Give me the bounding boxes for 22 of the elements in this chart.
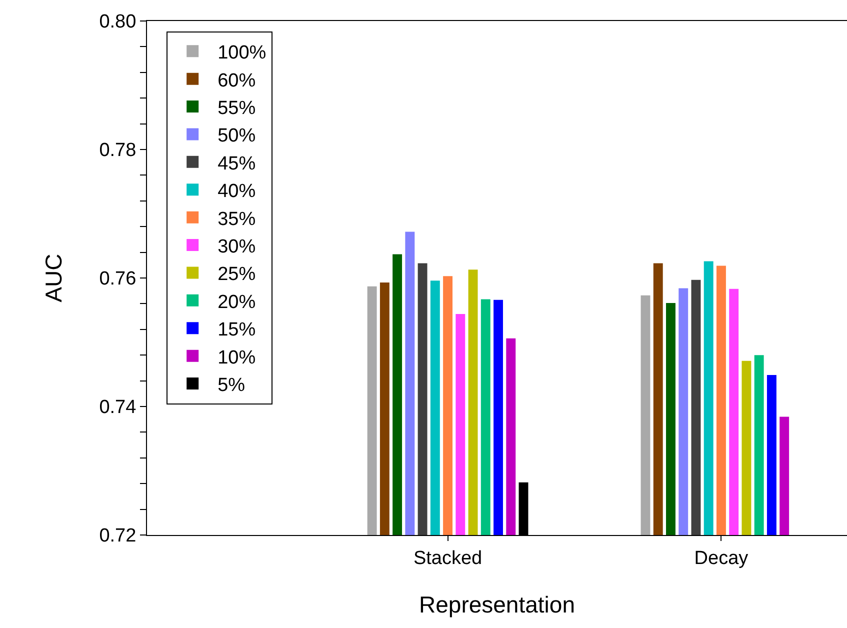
y-tick-label: 0.72 [99, 526, 136, 547]
legend-label: 5% [218, 374, 246, 396]
x-tick-label: Decay [694, 548, 749, 569]
y-tick-label: 0.74 [99, 397, 137, 418]
x-tick-label: Stacked [413, 548, 482, 569]
y-tick-label: 0.80 [99, 12, 136, 33]
legend-label: 50% [218, 126, 256, 147]
legend-label: 60% [218, 70, 256, 92]
x-axis-title: Representation [419, 591, 575, 618]
legend-label: 40% [218, 181, 256, 202]
y-tick-label: 0.76 [99, 268, 136, 290]
legend-label: 100% [218, 42, 266, 64]
legend-label: 35% [218, 208, 256, 230]
legend-label: 10% [218, 347, 256, 368]
legend-label: 20% [218, 292, 256, 313]
legend-label: 15% [218, 320, 256, 341]
legend-label: 45% [218, 153, 256, 174]
legend-label: 30% [218, 236, 256, 258]
y-tick-label: 0.78 [99, 140, 136, 162]
legend-label: 55% [218, 98, 256, 119]
legend-label: 25% [218, 264, 256, 286]
y-axis-title: AUC [40, 254, 67, 302]
